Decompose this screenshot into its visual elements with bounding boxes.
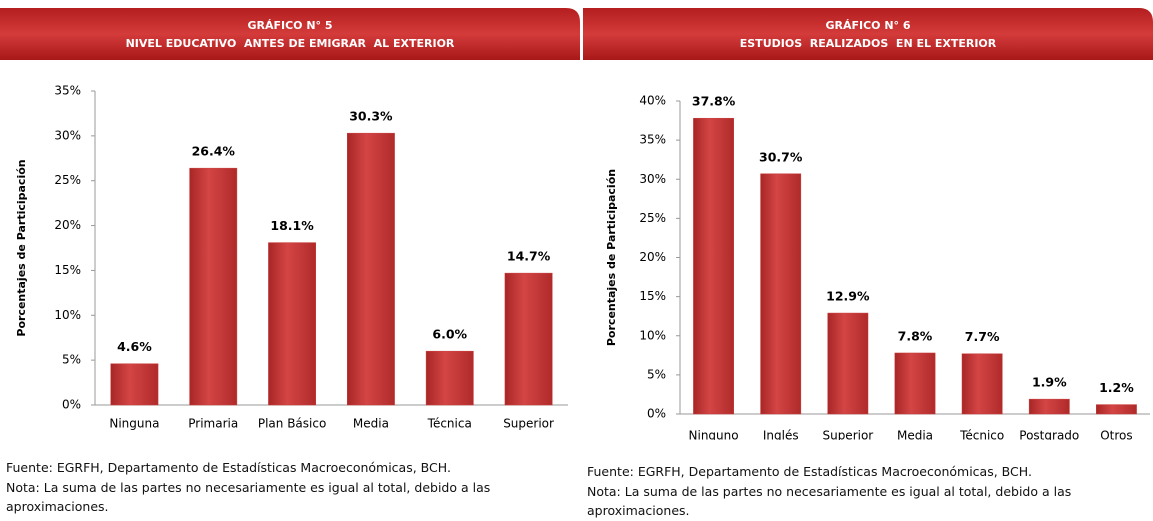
x-tick-label: Ninguna	[109, 417, 159, 431]
y-tick-label: 30%	[639, 172, 666, 186]
x-tick-label: Media	[353, 417, 389, 431]
data-label: 7.8%	[898, 328, 933, 343]
data-label: 12.9%	[826, 289, 870, 304]
x-tick-label: Superior	[503, 417, 554, 431]
bar	[1028, 398, 1070, 415]
y-tick-label: 35%	[639, 133, 666, 147]
bar	[110, 363, 159, 406]
y-tick-label: 25%	[54, 173, 81, 187]
source-note: Fuente: EGRFH, Departamento de Estadísti…	[587, 464, 1032, 479]
x-tick-label: Primaria	[188, 417, 238, 431]
charts: GRÁFICO N° 5 NIVEL EDUCATIVO ANTES DE EMI…	[0, 8, 1153, 441]
y-tick-label: 20%	[639, 250, 666, 264]
footnote: Nota: La suma de las partes no necesaria…	[6, 479, 491, 515]
data-label: 1.2%	[1099, 380, 1134, 395]
bar	[961, 353, 1003, 415]
x-tick-label: Inglés	[763, 429, 799, 441]
y-tick-label: 30%	[54, 128, 81, 142]
x-tick-label: Otros	[1100, 429, 1132, 441]
x-tick-label: Ninguno	[689, 429, 739, 441]
bar	[693, 117, 734, 415]
bar	[1096, 404, 1137, 415]
footnote: Nota: La suma de las partes no necesaria…	[587, 483, 1072, 519]
bar	[760, 173, 802, 415]
bar	[268, 242, 316, 406]
bar	[827, 312, 869, 415]
chart-subtitle: ESTUDIOS REALIZADOS EN EL EXTERIOR	[740, 37, 997, 50]
data-label: 1.9%	[1032, 375, 1067, 390]
data-label: 30.7%	[759, 149, 803, 164]
chart-title: GRÁFICO N° 6	[825, 19, 910, 32]
y-tick-label: 25%	[639, 211, 666, 225]
y-axis-label: Porcentajes de Participación	[605, 169, 618, 346]
y-tick-label: 15%	[54, 263, 81, 277]
data-label: 6.0%	[432, 327, 467, 342]
x-tick-label: Postgrado	[1019, 429, 1079, 441]
bar	[425, 350, 474, 406]
chart-title: GRÁFICO N° 5	[247, 19, 332, 32]
x-tick-label: Plan Básico	[258, 417, 326, 431]
y-tick-label: 0%	[647, 407, 666, 421]
data-label: 18.1%	[270, 218, 314, 233]
x-tick-label: Media	[897, 429, 933, 441]
y-tick-label: 35%	[54, 84, 81, 98]
data-label: 14.7%	[507, 249, 551, 264]
x-tick-label: Técnica	[427, 417, 472, 431]
data-label: 4.6%	[117, 339, 152, 354]
y-axis-label: Porcentajes de Participación	[15, 159, 28, 336]
y-tick-label: 15%	[639, 289, 666, 303]
source-note: Fuente: EGRFH, Departamento de Estadísti…	[6, 460, 451, 475]
y-tick-label: 10%	[54, 308, 81, 322]
bar	[347, 132, 395, 406]
y-tick-label: 5%	[647, 367, 666, 381]
y-tick-label: 0%	[62, 398, 81, 412]
y-tick-label: 5%	[62, 353, 81, 367]
y-tick-label: 40%	[639, 94, 666, 108]
data-label: 26.4%	[192, 144, 236, 159]
bar	[894, 352, 936, 415]
y-tick-label: 10%	[639, 328, 666, 342]
bar	[504, 272, 553, 406]
x-tick-label: Superior	[822, 429, 873, 441]
data-label: 37.8%	[692, 94, 736, 109]
x-tick-label: Técnico	[959, 429, 1004, 441]
chart-subtitle: NIVEL EDUCATIVO ANTES DE EMIGRAR AL EXTE…	[126, 37, 455, 50]
header-banner	[583, 8, 1153, 60]
data-label: 30.3%	[349, 109, 393, 124]
bar	[189, 167, 238, 406]
y-tick-label: 20%	[54, 218, 81, 232]
header-banner	[0, 8, 580, 60]
data-label: 7.7%	[965, 329, 1000, 344]
